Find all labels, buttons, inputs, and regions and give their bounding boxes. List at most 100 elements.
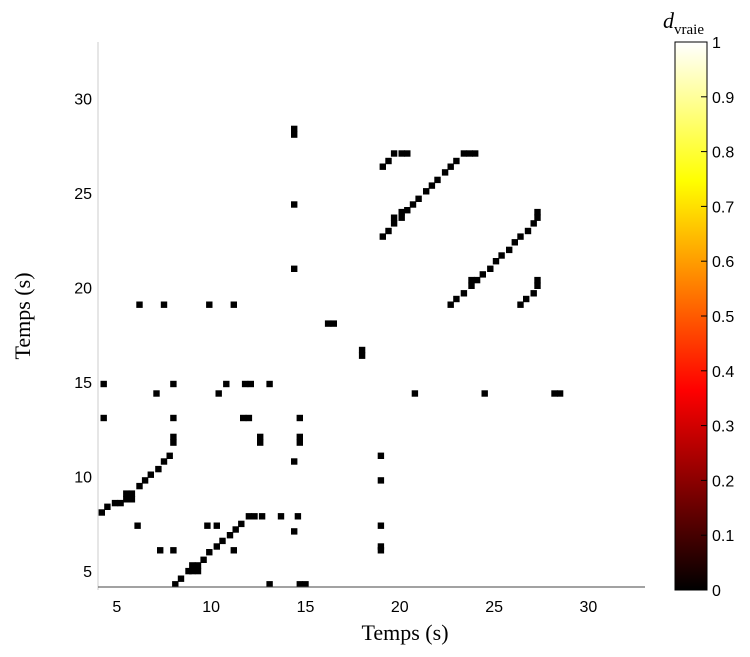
- heatmap-cell: [390, 220, 398, 227]
- heatmap-cell: [206, 549, 213, 556]
- colorbar-tick-label: 0.8: [712, 145, 734, 162]
- heatmap-cell: [258, 513, 266, 520]
- heatmap-cell: [404, 207, 411, 214]
- heatmap-cell: [157, 547, 164, 554]
- heatmap-cell: [230, 547, 237, 554]
- heatmap-cell: [194, 562, 202, 569]
- heatmap-cell: [460, 150, 468, 157]
- heatmap-cell: [170, 380, 177, 388]
- y-tick-label: 10: [74, 470, 92, 487]
- heatmap-cell: [189, 567, 196, 575]
- heatmap-cell: [453, 157, 460, 165]
- heatmap-cell: [141, 477, 149, 484]
- heatmap-cell: [466, 150, 473, 157]
- heatmap-cell: [398, 150, 405, 157]
- heatmap-cell: [166, 452, 173, 459]
- heatmap-cell: [398, 208, 405, 216]
- heatmap-cell: [377, 522, 385, 529]
- heatmap-cell: [177, 575, 185, 582]
- heatmap-cell: [240, 414, 247, 422]
- y-tick-label: 5: [83, 564, 92, 581]
- x-tick-labels: 5 10 15 20 25 30: [112, 599, 597, 616]
- heatmap-cell: [128, 496, 136, 503]
- heatmap-cell: [404, 150, 411, 157]
- heatmap-cell: [534, 214, 541, 221]
- colorbar-tick-label: 0.4: [712, 364, 734, 381]
- colorbar-tick-label: 0.6: [712, 254, 734, 271]
- heatmap-cell: [136, 482, 143, 490]
- heatmap-cell: [441, 169, 449, 176]
- heatmap-cell: [160, 301, 168, 308]
- heatmap-cell: [100, 414, 107, 422]
- x-tick-label: 5: [112, 599, 121, 616]
- heatmap-cell: [226, 532, 234, 539]
- heatmap-cell: [447, 301, 454, 308]
- heatmap-cell: [170, 414, 177, 422]
- colorbar-tick-label: 0.2: [712, 473, 734, 490]
- y-tick-labels: 5 10 15 20 25 30: [74, 92, 92, 581]
- heatmap-cell: [530, 220, 537, 227]
- heatmap-cell: [223, 380, 230, 388]
- heatmap-cell: [379, 233, 386, 240]
- heatmap-cell: [302, 581, 309, 588]
- heatmap-cell: [517, 301, 524, 308]
- heatmap-cell: [428, 182, 436, 189]
- x-tick-label: 20: [391, 599, 409, 616]
- colorbar-tick-label: 0.5: [712, 309, 734, 326]
- heatmap-cell: [434, 176, 441, 184]
- heatmap-cell: [379, 163, 386, 170]
- heatmap-cell: [170, 433, 177, 441]
- heatmap-cell: [111, 499, 119, 507]
- heatmap-cell: [251, 513, 258, 520]
- heatmap-cell: [194, 567, 202, 575]
- heatmap-cell: [147, 471, 154, 478]
- heatmap-cell: [415, 195, 422, 202]
- heatmap-cell: [296, 439, 303, 446]
- y-axis-title: Temps (s): [10, 272, 35, 359]
- heatmap-cell: [377, 477, 385, 484]
- heatmap-cell: [134, 522, 141, 529]
- heatmap-cell: [170, 547, 177, 554]
- heatmap-cell: [128, 490, 136, 497]
- x-axis-title: Temps (s): [361, 620, 448, 645]
- heatmap-cell: [385, 227, 392, 235]
- colorbar-tick-label: 0.1: [712, 528, 734, 545]
- heatmap-cell: [296, 433, 303, 441]
- colorbar-tick-label: 1: [712, 35, 721, 52]
- heatmap-cell: [123, 496, 130, 503]
- heatmap-cell: [534, 276, 541, 284]
- colorbar-title: dvraie: [663, 8, 704, 38]
- heatmap-cell: [377, 543, 385, 550]
- heatmap-cell: [123, 490, 130, 497]
- heatmap-cell: [215, 390, 222, 397]
- heatmap-cell: [358, 346, 366, 354]
- heatmap-cell: [423, 188, 430, 195]
- heatmap-cell: [172, 581, 179, 588]
- colorbar-tick-label: 0: [712, 583, 721, 600]
- x-tick-label: 30: [580, 599, 598, 616]
- heatmap-cell: [296, 581, 303, 588]
- heatmap-cell: [100, 380, 107, 388]
- heatmap-cell: [266, 380, 273, 388]
- heatmap-cell: [530, 290, 537, 297]
- heatmap-cell: [245, 513, 253, 520]
- x-tick-label: 15: [297, 599, 315, 616]
- heatmap-cell: [200, 556, 207, 563]
- heatmap-cell: [511, 239, 518, 246]
- heatmap-cell: [204, 522, 211, 529]
- heatmap-cell: [473, 276, 481, 284]
- heatmap-cell: [160, 458, 168, 465]
- heatmap-cell: [492, 258, 500, 265]
- heatmap-cell: [487, 265, 494, 272]
- heatmap-cell: [551, 390, 558, 397]
- heatmap-cell: [189, 562, 196, 569]
- heatmap-cell: [104, 503, 111, 510]
- heatmap-cell: [411, 390, 419, 397]
- heatmap-cell: [257, 439, 264, 446]
- heatmap-cell: [185, 567, 192, 575]
- heatmap-cell: [291, 458, 298, 465]
- heatmap-cells: [98, 125, 564, 588]
- heatmap-cell: [390, 214, 398, 221]
- heatmap-cell: [479, 271, 486, 278]
- heatmap-cell: [213, 522, 220, 529]
